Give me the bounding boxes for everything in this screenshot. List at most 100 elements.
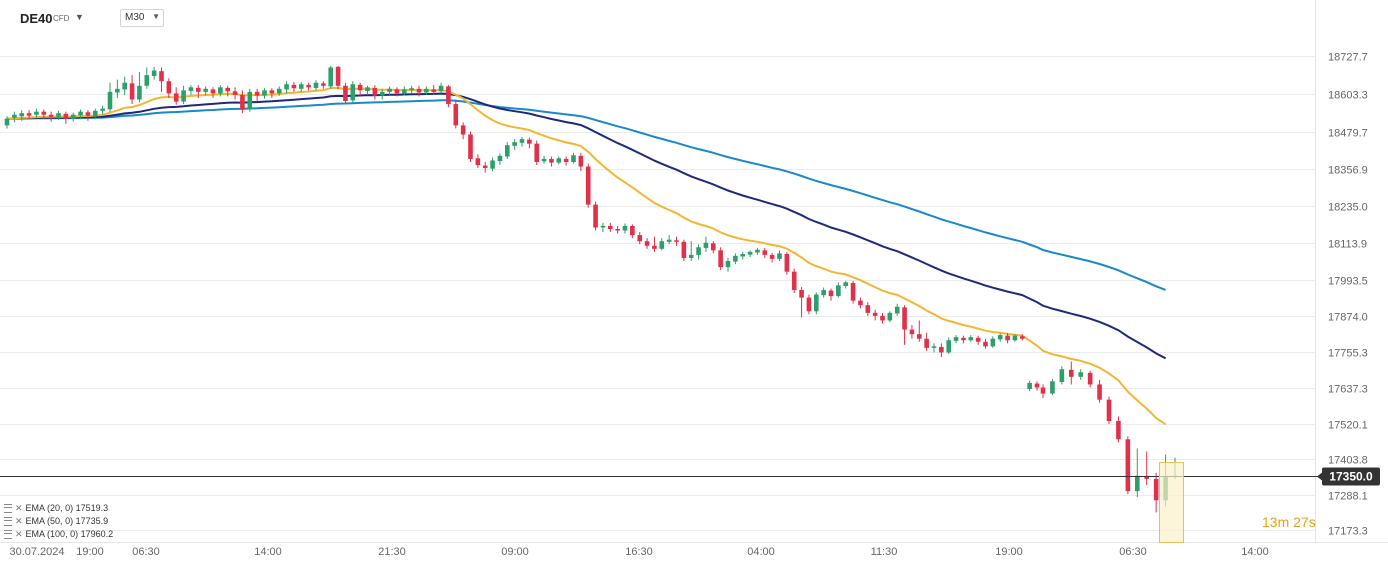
y-tick-label: 17755.3 bbox=[1328, 348, 1368, 360]
candle-body bbox=[129, 83, 135, 100]
candle-body bbox=[747, 251, 753, 255]
y-tick-label: 17173.3 bbox=[1328, 526, 1368, 538]
x-tick-label: 09:00 bbox=[501, 546, 529, 558]
legend-ema50: ✕ EMA (50, 0) 17735.9 bbox=[4, 515, 113, 528]
x-tick-label: 14:00 bbox=[1241, 546, 1269, 558]
candle-body bbox=[284, 84, 289, 90]
ema-lines bbox=[6, 86, 1167, 426]
candle-body bbox=[983, 341, 988, 347]
candle-body bbox=[1059, 369, 1065, 382]
candle-body bbox=[41, 111, 47, 115]
settings-icon[interactable] bbox=[4, 517, 12, 527]
candle-body bbox=[659, 241, 665, 249]
candle-body bbox=[1050, 381, 1055, 394]
candle-body bbox=[740, 254, 746, 257]
candle-body bbox=[931, 346, 937, 348]
candle-body bbox=[850, 282, 856, 301]
candle-body bbox=[446, 86, 451, 105]
chart-toolbar: DE40 CFD ▼ M30 ▼ bbox=[0, 0, 400, 34]
x-tick-label: 19:00 bbox=[76, 546, 104, 558]
candle-body bbox=[968, 337, 974, 341]
candle-body bbox=[438, 85, 444, 92]
candle-body bbox=[210, 89, 216, 94]
timeframe-select[interactable]: M30 ▼ bbox=[120, 9, 164, 27]
candle-body bbox=[159, 71, 164, 82]
candle-body bbox=[497, 155, 503, 162]
candle-body bbox=[806, 297, 812, 312]
y-tick-label: 18113.9 bbox=[1328, 239, 1367, 251]
candle-body bbox=[563, 158, 569, 162]
candle-body bbox=[828, 290, 834, 297]
candle-body bbox=[387, 88, 392, 92]
x-tick-label: 19:00 bbox=[995, 546, 1023, 558]
symbol-name[interactable]: DE40 bbox=[20, 11, 53, 26]
candle-body bbox=[1087, 372, 1093, 385]
x-tick-label: 16:30 bbox=[625, 546, 653, 558]
candle-body bbox=[166, 81, 172, 94]
candle-body bbox=[1106, 399, 1112, 422]
candle-body bbox=[1019, 336, 1025, 339]
y-tick-label: 18479.7 bbox=[1328, 128, 1368, 140]
candle-body bbox=[26, 113, 32, 116]
close-icon[interactable]: ✕ bbox=[15, 516, 23, 526]
close-icon[interactable]: ✕ bbox=[15, 529, 23, 539]
candle-body bbox=[696, 247, 701, 255]
candle-body bbox=[916, 334, 922, 339]
candle-body bbox=[48, 114, 54, 117]
y-tick-label: 17637.3 bbox=[1328, 384, 1368, 396]
candle-body bbox=[1153, 478, 1159, 501]
y-tick-label: 17874.0 bbox=[1328, 312, 1368, 324]
close-icon[interactable]: ✕ bbox=[15, 503, 23, 513]
indicator-legend: ✕ EMA (20, 0) 17519.3 ✕ EMA (50, 0) 17735.… bbox=[4, 502, 113, 541]
y-tick-label: 18356.9 bbox=[1328, 165, 1368, 177]
y-tick-label: 17520.1 bbox=[1328, 420, 1368, 432]
x-tick-label: 11:30 bbox=[871, 546, 898, 558]
candle-body bbox=[1012, 335, 1018, 341]
candle-body bbox=[733, 255, 738, 262]
candle-body bbox=[482, 165, 488, 169]
settings-icon[interactable] bbox=[4, 530, 12, 540]
candle-body bbox=[357, 84, 363, 91]
candle-body bbox=[1116, 421, 1121, 440]
candle-body bbox=[1144, 475, 1150, 479]
candle-body bbox=[585, 166, 591, 205]
candle-body bbox=[644, 241, 650, 246]
overlays: 17350.0 bbox=[0, 462, 1380, 543]
legend-label: EMA (20, 0) 17519.3 bbox=[25, 503, 109, 513]
candle-body bbox=[880, 315, 885, 321]
candle-body bbox=[247, 91, 253, 110]
candle-body bbox=[34, 111, 39, 115]
candle-body bbox=[549, 158, 554, 163]
settings-icon[interactable] bbox=[4, 504, 12, 514]
timer-seconds: 27 bbox=[1293, 514, 1309, 530]
candle-body bbox=[843, 282, 849, 287]
symbol-dropdown-icon[interactable]: ▼ bbox=[75, 12, 84, 22]
legend-ema100: ✕ EMA (100, 0) 17960.2 bbox=[4, 528, 113, 541]
candle-body bbox=[203, 88, 208, 92]
timeframe-label: M30 bbox=[125, 12, 145, 23]
candle-body bbox=[666, 239, 672, 242]
active-candle-highlight bbox=[1159, 462, 1184, 543]
candle-body bbox=[137, 85, 142, 100]
candle-body bbox=[1125, 439, 1131, 492]
candle-body bbox=[762, 250, 768, 255]
candle-body bbox=[394, 89, 400, 94]
candle-body bbox=[151, 70, 157, 77]
candle-body bbox=[961, 337, 966, 341]
candle-body bbox=[468, 134, 473, 159]
candle-body bbox=[615, 229, 620, 231]
candle-body bbox=[188, 87, 194, 91]
candle-body bbox=[85, 112, 91, 116]
candle-body bbox=[115, 88, 120, 93]
x-tick-label: 04:00 bbox=[747, 546, 775, 558]
x-tick-label: 21:30 bbox=[378, 546, 406, 558]
candle-body bbox=[622, 225, 628, 231]
grid bbox=[0, 0, 1388, 543]
candle-body bbox=[254, 91, 260, 96]
candle-body bbox=[556, 158, 562, 163]
x-tick-label: 06:30 bbox=[132, 546, 160, 558]
candle-body bbox=[313, 82, 319, 88]
candle-body bbox=[107, 91, 113, 110]
candle-body bbox=[777, 253, 782, 259]
